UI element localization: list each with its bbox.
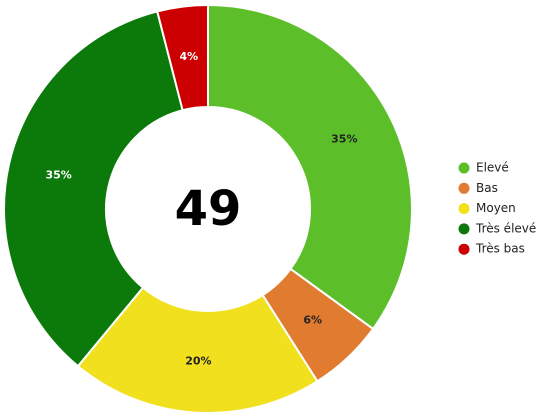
legend-label: Très élevé bbox=[475, 221, 536, 235]
slice bbox=[3, 10, 184, 368]
legend-label: Très bas bbox=[475, 242, 525, 256]
legend-label: Bas bbox=[476, 181, 498, 195]
legend-label: Elevé bbox=[476, 161, 509, 175]
data-label: 35% bbox=[331, 133, 357, 146]
legend-swatch bbox=[458, 182, 470, 194]
data-label: 35% bbox=[46, 169, 72, 182]
legend-swatch bbox=[458, 243, 470, 255]
legend-swatch bbox=[458, 162, 470, 174]
legend-swatch bbox=[458, 203, 470, 215]
center-label: 49 bbox=[175, 181, 242, 237]
slice bbox=[156, 3, 209, 112]
data-label: 20% bbox=[185, 355, 211, 368]
legend-swatch bbox=[458, 223, 470, 235]
slice bbox=[207, 3, 413, 331]
data-label: 6% bbox=[303, 314, 322, 327]
data-label: 4% bbox=[179, 50, 198, 63]
legend-label: Moyen bbox=[476, 201, 516, 215]
slice bbox=[76, 286, 319, 414]
